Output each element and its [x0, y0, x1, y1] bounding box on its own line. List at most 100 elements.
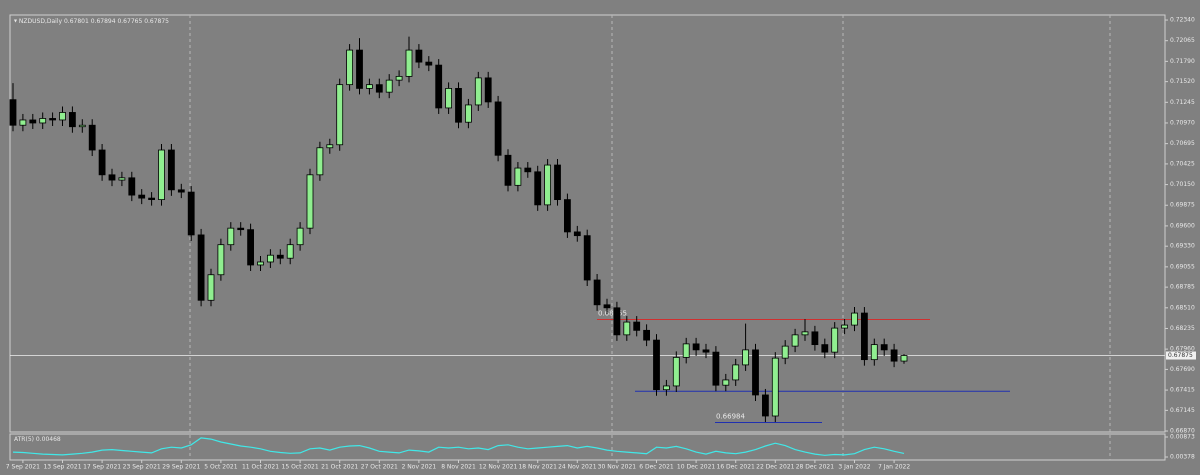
- candle-body: [544, 164, 551, 206]
- candle-body: [890, 349, 898, 362]
- candle-body: [455, 88, 462, 123]
- candle-body: [356, 49, 363, 89]
- candle-body: [197, 234, 205, 301]
- candle-body: [613, 307, 621, 336]
- candle-body: [148, 197, 156, 201]
- candle-body: [316, 147, 324, 176]
- candle-body: [504, 154, 512, 186]
- candle-body: [286, 244, 294, 259]
- x-tick-label: 27 Oct 2021: [361, 464, 398, 471]
- candle-body: [672, 356, 680, 387]
- candle-body: [712, 351, 720, 386]
- y-tick-label: 0.71520: [1170, 78, 1195, 85]
- x-tick-label: 7 Sep 2021: [6, 464, 40, 471]
- y-tick-label: 0.69055: [1170, 263, 1195, 270]
- y-tick-label: 0.71790: [1170, 58, 1195, 65]
- y-tick-label: 0.67415: [1170, 387, 1195, 394]
- candle-body: [306, 174, 314, 229]
- candle-body: [653, 339, 660, 391]
- candle-body: [861, 312, 868, 361]
- candle-body: [752, 349, 759, 396]
- close-value: 0.67875: [144, 18, 169, 25]
- y-tick-label: 0.72065: [1170, 37, 1195, 44]
- low-value: 0.67765: [117, 18, 142, 25]
- y-tick-label: 0.69600: [1170, 222, 1195, 229]
- high-value: 0.67894: [91, 18, 116, 25]
- y-tick-label: 0.70970: [1170, 119, 1195, 126]
- candle-body: [296, 227, 304, 246]
- candle-body: [771, 357, 779, 417]
- x-tick-label: 10 Dec 2021: [677, 464, 716, 471]
- candle-body: [29, 119, 37, 124]
- y-tick-label: 0.67145: [1170, 407, 1195, 414]
- candle-body: [128, 177, 136, 196]
- candle-body: [336, 84, 344, 146]
- candle-body: [227, 227, 235, 246]
- candle-body: [781, 345, 789, 359]
- candle-body: [78, 124, 86, 128]
- y-tick-label: 0.68235: [1170, 325, 1195, 332]
- candle-body: [494, 101, 502, 156]
- candle-body: [514, 167, 522, 186]
- x-tick-label: 18 Nov 2021: [518, 464, 557, 471]
- open-value: 0.67801: [64, 18, 89, 25]
- x-tick-label: 17 Sep 2021: [83, 464, 121, 471]
- candle-body: [346, 49, 354, 86]
- candle-body: [742, 349, 749, 366]
- y-tick-label: 0.70150: [1170, 181, 1195, 188]
- x-tick-label: 23 Sep 2021: [123, 464, 161, 471]
- candle-body: [88, 124, 96, 151]
- candle-body: [564, 199, 571, 233]
- y-tick-label: 0.71245: [1170, 99, 1195, 106]
- candle-body: [385, 79, 393, 93]
- indicator-value: 0.00468: [36, 436, 61, 443]
- y-tick-label: 0.72340: [1170, 17, 1195, 24]
- candle-body: [276, 254, 284, 259]
- candle-body: [217, 244, 225, 276]
- candle-body: [425, 61, 433, 66]
- candle-body: [623, 321, 631, 336]
- candle-body: [187, 191, 195, 236]
- candle-body: [831, 327, 839, 353]
- plot-frame: [9, 14, 1166, 433]
- candle-body: [375, 84, 383, 93]
- y-tick-label: 0.70425: [1170, 160, 1195, 167]
- candle-body: [880, 344, 888, 351]
- indicator-name: ATR(5): [14, 436, 34, 443]
- indicator-line: [12, 437, 905, 456]
- x-tick-label: 7 Jan 2022: [878, 464, 910, 471]
- candle-body: [554, 164, 561, 201]
- y-tick-label: 0.67960: [1170, 346, 1195, 353]
- candle-body: [663, 385, 670, 391]
- level-label: 0.66984: [716, 412, 745, 420]
- y-tick-label: 0.68510: [1170, 304, 1195, 311]
- candle-body: [900, 355, 908, 362]
- y-tick-label: 0.69330: [1170, 243, 1195, 250]
- candle-body: [266, 254, 274, 263]
- candle-body: [573, 231, 581, 237]
- level-label: 0.68355: [598, 309, 627, 317]
- x-tick-label: 8 Nov 2021: [441, 464, 476, 471]
- candle-body: [435, 64, 443, 109]
- x-tick-label: 21 Oct 2021: [321, 464, 358, 471]
- y-tick-label: 0.66870: [1170, 428, 1195, 435]
- candle-body: [732, 364, 740, 381]
- x-tick-label: 3 Jan 2022: [838, 464, 870, 471]
- bid-box: [1166, 351, 1196, 360]
- candle-body: [722, 379, 730, 386]
- candle-body: [633, 321, 641, 331]
- candle-body: [851, 312, 858, 326]
- header: ▾ NZDUSD,Daily 0.67801 0.67894 0.67765 0…: [14, 18, 169, 25]
- y-tick-label: 0.67690: [1170, 366, 1195, 373]
- candle-body: [98, 149, 106, 176]
- candle-body: [326, 144, 334, 149]
- candle-body: [19, 119, 27, 126]
- symbol: NZDUSD,Daily: [19, 18, 63, 25]
- candle-body: [762, 394, 769, 417]
- indicator-header: ATR(5) 0.00468: [14, 436, 61, 443]
- x-tick-label: 28 Dec 2021: [796, 464, 835, 471]
- x-tick-label: 24 Nov 2021: [558, 464, 597, 471]
- candle-body: [405, 49, 413, 77]
- candle-body: [415, 49, 423, 63]
